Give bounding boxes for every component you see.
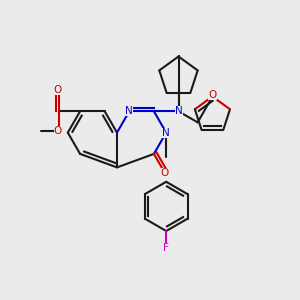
Text: F: F: [163, 243, 169, 253]
Text: O: O: [160, 168, 169, 178]
Text: O: O: [54, 85, 62, 95]
Text: N: N: [162, 128, 170, 138]
Text: O: O: [54, 126, 62, 136]
Text: N: N: [175, 106, 183, 116]
Text: N: N: [125, 106, 133, 116]
Text: O: O: [208, 90, 217, 100]
